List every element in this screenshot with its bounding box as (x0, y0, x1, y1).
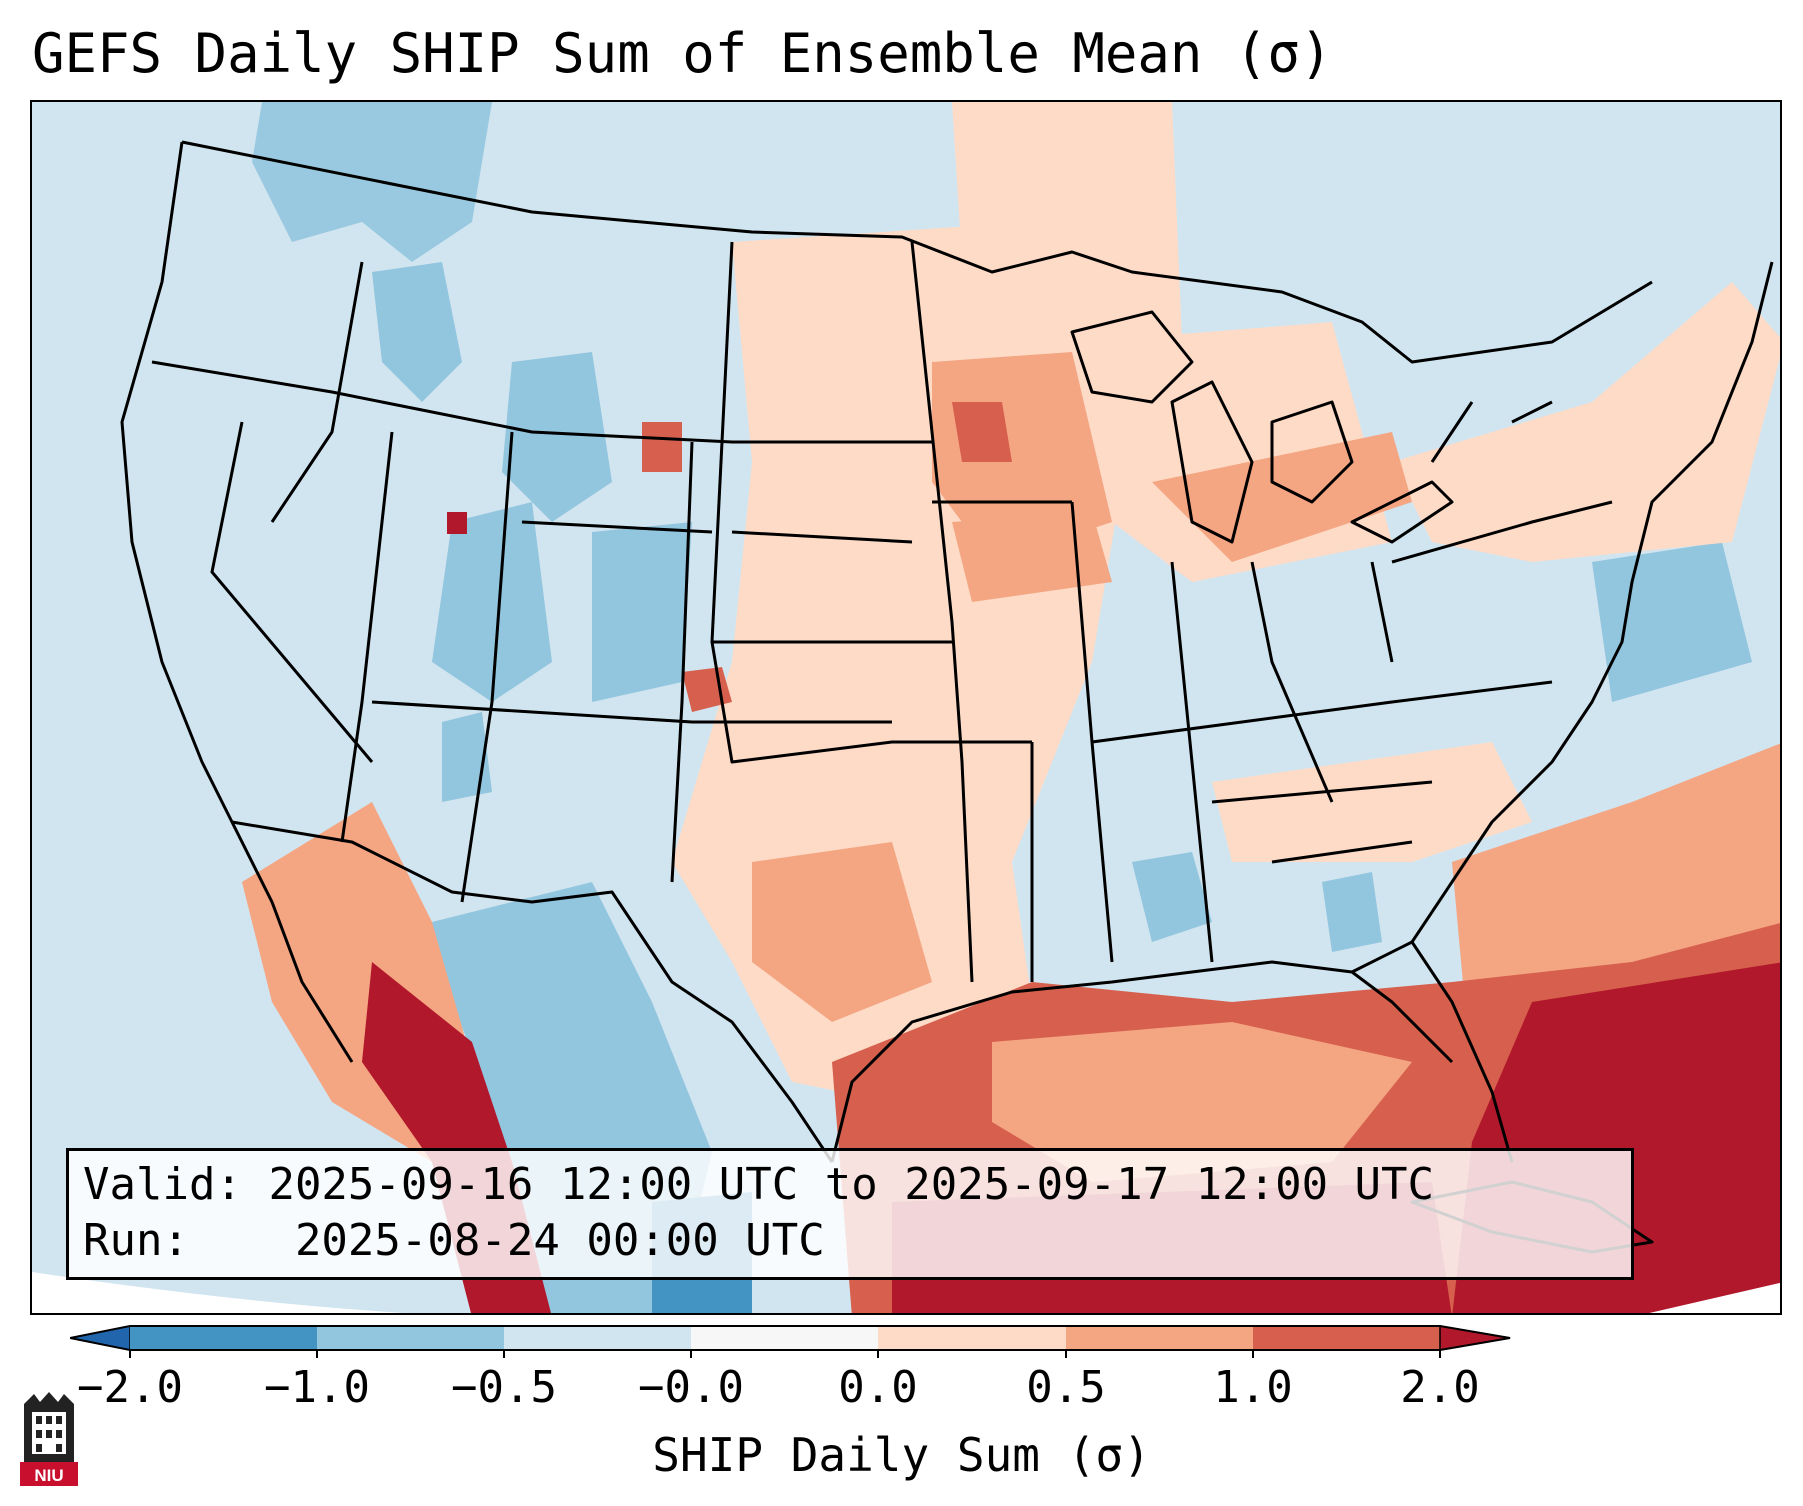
west-coast (120, 141, 354, 1063)
niu-logo: NIU (20, 1392, 78, 1486)
colorbar-ticks (129, 1350, 1441, 1358)
east-coast (1410, 261, 1774, 943)
logo-windows (36, 1416, 62, 1452)
logo-text: NIU (34, 1466, 63, 1485)
region-northeast-light-red (1392, 282, 1780, 562)
region-atlantic-blue (1592, 542, 1752, 702)
region-utah-hotspot (447, 512, 467, 534)
colorbar-cell (1066, 1326, 1253, 1350)
region-texas-red (752, 842, 932, 1022)
state-lines-central (710, 241, 1072, 983)
boundaries (120, 140, 1774, 1254)
colorbar-cell (691, 1326, 878, 1350)
run-value: 2025-08-24 00:00 UTC (294, 1215, 825, 1266)
colorbar-tick-label: −0.0 (638, 1362, 744, 1413)
colorbar-tick-label: 0.0 (838, 1362, 918, 1413)
valid-label: Valid: (83, 1159, 242, 1210)
state-lines-east (1070, 400, 1613, 963)
mexico-border (231, 820, 834, 1163)
region-utah-blue (432, 502, 552, 702)
region-iowa-red (952, 512, 1112, 602)
colorbar-cell (130, 1326, 317, 1350)
region-lakes-red (1152, 432, 1412, 562)
colorbar-cell (1253, 1326, 1440, 1350)
map-svg (32, 102, 1780, 1313)
state-lines-west (151, 261, 932, 903)
run-label: Run: (83, 1215, 189, 1266)
validity-box: Valid: 2025-09-16 12:00 UTC to 2025-09-1… (66, 1148, 1634, 1280)
colorbar-cell (317, 1326, 504, 1350)
valid-value: 2025-09-16 12:00 UTC to 2025-09-17 12:00… (268, 1159, 1435, 1210)
gulf-coast (830, 960, 1454, 1163)
region-idaho-blue (372, 262, 462, 402)
colorbar-tick-label: −0.5 (451, 1362, 557, 1413)
colorbar (70, 1325, 1511, 1358)
projection-edge (32, 1272, 404, 1313)
great-lakes (1070, 310, 1454, 544)
colorbar-extend-low (70, 1325, 131, 1351)
region-colorado-blue (592, 522, 692, 702)
region-iowa-hotspot (952, 402, 1012, 462)
chart-title: GEFS Daily SHIP Sum of Ensemble Mean (σ) (32, 22, 1333, 85)
colorbar-cell (504, 1326, 691, 1350)
region-georgia-blue (1322, 872, 1382, 952)
region-canada-light-red (952, 102, 1182, 362)
map-panel (30, 100, 1782, 1315)
us-canada-border (181, 140, 1653, 364)
region-wyoming-blue (502, 352, 612, 522)
region-southeast-light-red (1212, 742, 1532, 862)
region-alabama-blue (1132, 852, 1212, 942)
colorbar-extend-high (1439, 1325, 1511, 1351)
colorbar-tick-label: 2.0 (1400, 1362, 1480, 1413)
region-pacific-nw-blue (252, 102, 492, 262)
colorbar-cell (878, 1326, 1066, 1350)
colorbar-tick-label: 0.5 (1026, 1362, 1106, 1413)
projection-edge-right (1649, 1282, 1780, 1313)
colorbar-tick-label: −2.0 (77, 1362, 183, 1413)
florida (1351, 940, 1514, 1163)
logo-band (20, 1462, 78, 1486)
region-wyoming-hotspot (642, 422, 682, 472)
colorbar-cells (70, 1325, 1511, 1351)
colorbar-tick-label: 1.0 (1213, 1362, 1293, 1413)
region-gulf-medium (992, 1022, 1412, 1182)
colorbar-title: SHIP Daily Sum (σ) (652, 1428, 1151, 1482)
colorbar-tick-label: −1.0 (264, 1362, 370, 1413)
